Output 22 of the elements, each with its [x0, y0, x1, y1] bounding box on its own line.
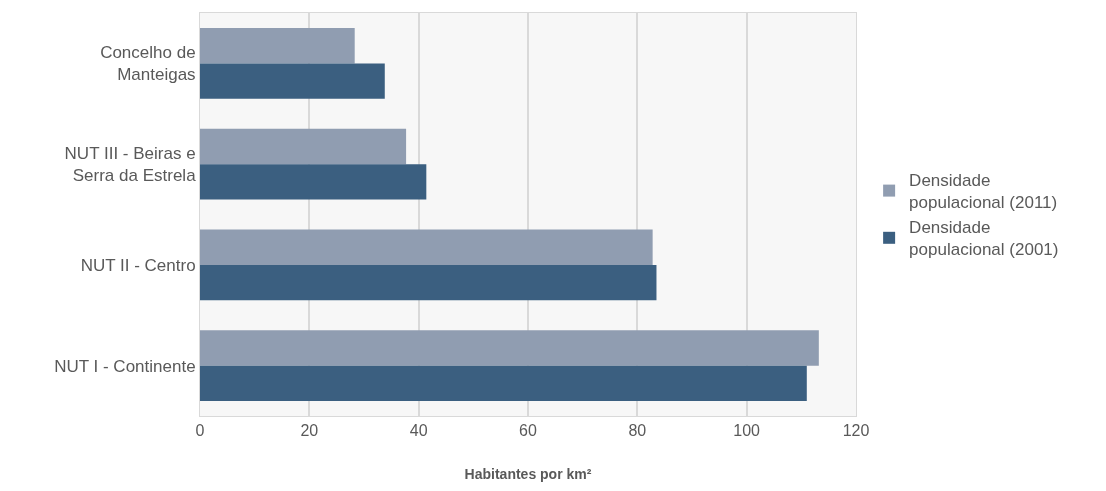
bar: [200, 330, 819, 366]
bar: [200, 128, 407, 165]
x-tick-label: 20: [300, 422, 319, 440]
bar: [200, 229, 653, 265]
x-tick-label: 0: [195, 422, 205, 440]
bar: [200, 28, 355, 64]
x-tick-label: 60: [519, 422, 537, 440]
legend-label: Densidade populacional (2011): [909, 171, 1058, 213]
x-tick-label: 120: [842, 422, 870, 440]
bar: [200, 63, 385, 99]
bar: [200, 164, 427, 200]
x-tick-label: 100: [733, 422, 761, 440]
bar: [200, 365, 807, 401]
y-tick-label: Concelho de Manteigas: [100, 43, 196, 85]
legend-label: Densidade populacional (2001): [909, 218, 1059, 260]
y-tick-label: NUT III - Beiras e Serra da Estrela: [64, 144, 197, 186]
x-axis-title: Habitantes por km²: [464, 465, 592, 482]
y-tick-label: NUT II - Centro: [80, 255, 196, 275]
y-tick-label: NUT I - Continente: [54, 356, 196, 376]
bar: [200, 264, 657, 301]
x-tick-label: 40: [409, 422, 428, 440]
x-tick-label: 80: [628, 422, 647, 440]
